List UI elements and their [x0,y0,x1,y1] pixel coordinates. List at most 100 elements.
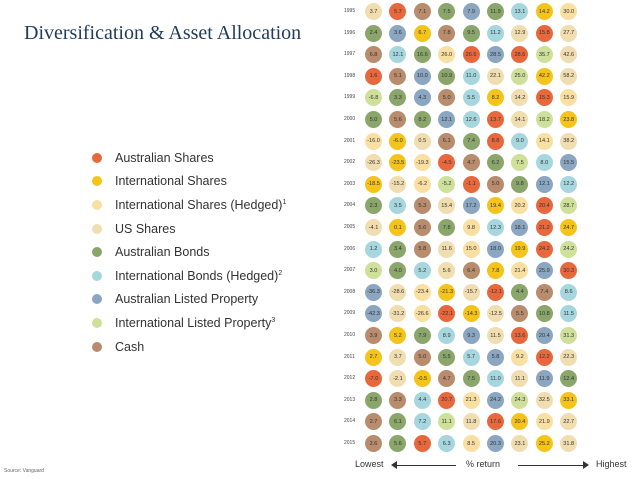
return-circle: 5.6 [389,435,407,452]
axis-right-arrow-icon [583,461,589,469]
return-circle: 25.0 [511,67,529,85]
return-circle: 9.8 [462,219,480,236]
return-circle: 5.6 [413,219,431,236]
return-circle: 17.6 [487,413,504,431]
return-circle: 21.2 [535,219,553,236]
return-circle: 6.1 [389,413,407,431]
legend-label: International Shares (Hedged)1 [115,197,287,212]
return-circle: 11.2 [487,24,504,42]
return-circle: 21.9 [535,413,553,431]
return-circle: -31.2 [389,305,407,323]
return-circle: 5.2 [413,262,431,280]
return-circle: 22.3 [560,348,578,366]
return-circle: 5.0 [413,348,431,366]
return-circle: 22.1 [487,67,504,85]
return-circle: 5.0 [365,111,382,128]
return-circle: 7.5 [462,370,480,388]
return-circle: 0.5 [413,132,431,150]
year-label: 2011 [344,353,355,360]
return-circle: 4.4 [413,391,431,409]
return-circle: 7.9 [462,3,480,20]
return-circle: 11.5 [560,305,578,323]
legend-item: Australian Shares [92,146,286,170]
return-circle: 8.9 [438,327,456,344]
return-circle: 3.3 [389,391,407,409]
axis-lowest-label: Lowest [355,459,384,469]
return-circle: 4.4 [511,283,529,301]
legend-footnote-marker: 2 [278,269,283,277]
axis-right-line [518,465,583,466]
return-circle: -7.0 [365,370,382,388]
return-circle: -23.5 [389,154,407,172]
return-circle: -6.0 [389,132,407,150]
return-circle: 7.8 [438,219,456,236]
return-circle: 2.8 [365,391,382,409]
return-circle: 3.6 [389,24,407,42]
axis-mid-label: % return [466,459,501,469]
return-circle: 11.9 [487,3,504,20]
return-circle: 30.0 [560,3,578,20]
return-circle: 7.2 [413,413,431,431]
return-circle: 2.7 [365,348,382,366]
return-circle: 25.2 [535,435,553,452]
return-circle: -42.3 [365,305,382,323]
return-circle: 12.3 [487,219,504,236]
return-circle: 8.2 [413,111,431,128]
return-circle: 24.2 [487,391,504,409]
return-circle: -4.1 [365,219,382,236]
return-circle: 14.1 [535,132,553,150]
return-circle: 23.1 [511,435,529,452]
return-circle: 35.7 [535,46,553,64]
return-circle: 12.1 [438,111,456,128]
return-circle: 11.0 [462,67,480,85]
return-circle: 11.6 [438,240,456,258]
return-circle: 6.2 [487,154,504,172]
year-label: 2013 [344,396,356,403]
return-circle: -28.6 [389,283,407,301]
return-circle: 7.5 [511,154,529,172]
year-label: 1996 [344,29,356,36]
return-circle: 9.5 [462,24,480,42]
return-circle: 9.0 [511,132,529,150]
return-circle: 6.3 [438,435,456,452]
return-circle: 17.2 [462,197,480,215]
return-circle: 13.7 [487,111,504,128]
return-circle: 9.2 [511,348,529,366]
return-circle: 5.2 [389,327,407,344]
year-label: 2012 [344,375,356,382]
return-circle: 7.4 [462,132,480,150]
return-circle: 12.2 [535,348,553,366]
legend-dot-icon [92,199,102,210]
return-circle: 20.7 [438,391,456,409]
return-circle: 11.9 [535,370,553,388]
legend-item: Cash [92,335,286,359]
return-circle: 42.6 [560,46,578,64]
return-circle: 15.0 [462,240,480,258]
return-circle: 21.3 [462,391,480,409]
return-circle: 3.4 [389,240,407,258]
legend-footnote-marker: 3 [271,316,276,324]
legend-label: Australian Bonds [115,245,210,260]
legend-label: Australian Shares [115,150,214,165]
return-circle: 8.6 [560,283,578,301]
return-circle: 24.2 [560,240,578,258]
return-circle: 7.9 [413,327,431,344]
return-circle: 5.6 [389,111,407,128]
return-circle: 3.7 [365,3,382,20]
return-circle: 9.3 [462,327,480,344]
legend-dot-icon [92,247,102,258]
year-label: 2014 [344,418,356,425]
return-circle: 20.4 [535,327,553,344]
year-label: 1995 [344,8,356,14]
return-circle: 23.8 [560,111,578,128]
return-circle: 6.1 [438,132,456,150]
return-circle: 5.7 [389,3,407,20]
return-circle: 4.7 [438,370,456,388]
return-circle: -23.4 [413,283,431,301]
return-circle: 7.8 [487,262,504,280]
legend-dot-icon [92,152,102,163]
return-circle: -18.5 [365,175,382,193]
return-circle: 5.8 [413,240,431,258]
return-circle: 5.5 [462,89,480,107]
return-circle: 4.7 [462,154,480,172]
